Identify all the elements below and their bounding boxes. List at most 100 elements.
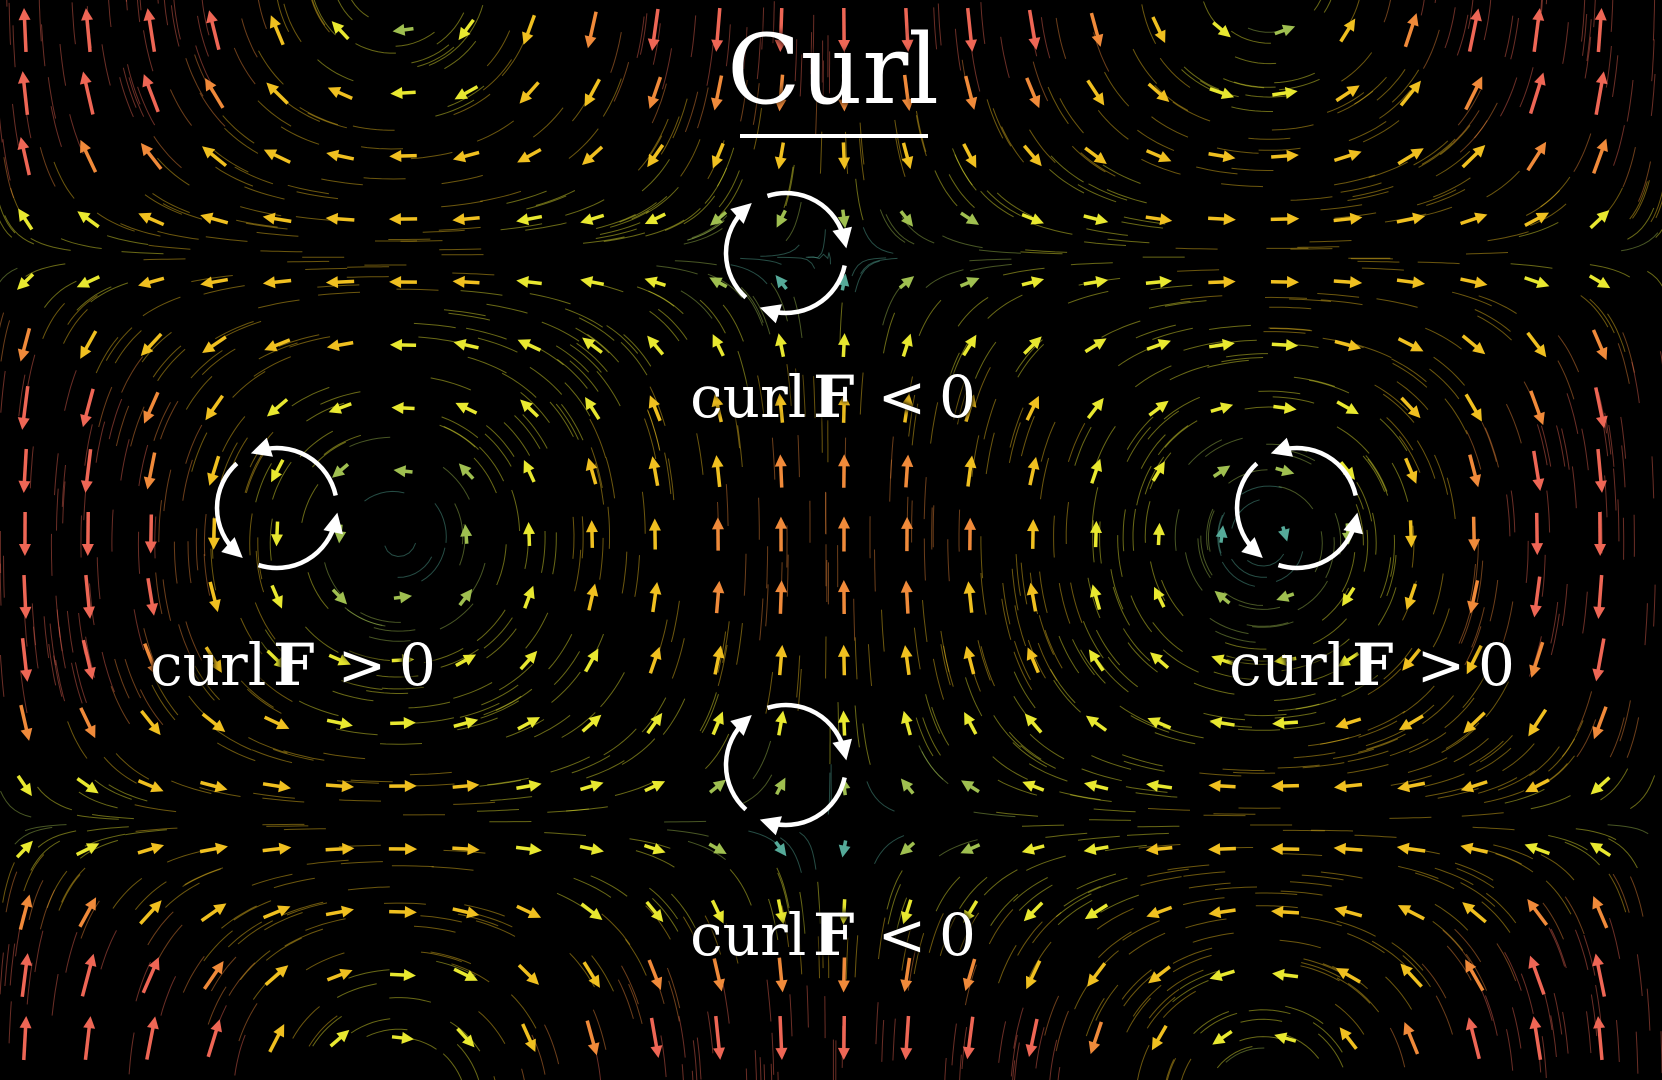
streamline [977,640,991,681]
streamline [599,222,641,235]
streamline [1358,738,1399,753]
field-arrow [516,904,542,919]
streamline [649,887,679,920]
streamline [418,336,461,344]
streamline [621,551,628,594]
streamline [266,825,309,827]
streamline [144,194,183,215]
streamline [1121,221,1164,229]
streamline [514,415,541,449]
field-arrow [1335,717,1362,730]
streamline [363,177,406,180]
streamline [1001,126,1024,163]
streamline [1460,882,1496,907]
streamline [251,749,293,764]
streamline [596,370,621,407]
streamline [1028,763,1068,782]
streamline [12,103,19,146]
streamline [500,223,543,231]
streamline [1358,720,1398,738]
streamline [1461,812,1504,817]
streamline [347,886,390,891]
streamline [234,1034,246,1076]
streamline [780,837,802,873]
streamline [535,190,576,206]
field-arrow [140,709,161,736]
streamline [1289,298,1332,302]
field-arrow [648,518,661,550]
field-arrow [271,458,285,483]
field-arrow [776,209,788,228]
streamline [937,3,942,46]
field-arrow [1271,905,1300,918]
streamline [1144,501,1151,543]
streamline [141,331,172,363]
streamline [1472,826,1515,831]
streamline [1237,728,1281,731]
field-arrow [1146,339,1171,351]
field-arrow [206,1019,222,1058]
field-arrow [711,711,724,736]
streamline [1497,770,1536,791]
streamline [228,962,256,996]
streamline [1174,509,1180,551]
streamline [258,676,293,703]
field-arrow [516,779,542,792]
streamline [1216,147,1259,154]
streamline [771,1032,775,1075]
streamline [1098,931,1132,958]
streamline [1336,920,1376,937]
streamline [1389,738,1429,757]
streamline [412,717,454,724]
field-arrow [774,7,787,52]
streamline [1020,745,1056,769]
streamline [1530,203,1567,226]
streamline [163,0,169,26]
streamline [1612,55,1619,97]
streamline [1582,13,1588,56]
streamline [292,1006,320,1039]
streamline [1386,555,1397,597]
streamline [201,348,236,376]
streamline [730,264,768,285]
streamline [1586,19,1592,62]
streamline [1502,601,1514,643]
field-arrow [579,843,604,855]
field-arrow [77,211,100,229]
field-arrow [644,276,667,289]
streamline [922,600,928,642]
streamline [12,25,16,68]
streamline [603,232,646,242]
field-arrow [1025,960,1042,990]
streamline [222,320,262,339]
streamline [464,904,505,917]
field-arrow [521,1023,536,1053]
streamline [165,882,200,908]
streamline [1444,697,1475,729]
streamline [986,190,1021,217]
streamline [1422,29,1440,69]
streamline [525,612,549,649]
streamline [980,572,987,615]
streamline [943,645,954,687]
field-arrow [389,275,417,288]
streamline [444,40,477,70]
streamline [1432,573,1444,615]
streamline [931,706,950,746]
streamline [586,760,625,779]
streamline [155,572,163,615]
streamline [264,629,293,662]
streamline [1140,434,1166,469]
streamline [1233,771,1276,774]
streamline [1126,997,1151,1033]
streamline [135,827,178,832]
streamline [457,913,499,927]
field-arrow [391,402,415,415]
streamline [599,537,604,580]
streamline [443,849,486,854]
streamline [459,702,500,718]
streamline [1278,486,1314,510]
streamline [1044,995,1060,1036]
streamline [1444,398,1468,435]
streamline [1238,604,1281,610]
